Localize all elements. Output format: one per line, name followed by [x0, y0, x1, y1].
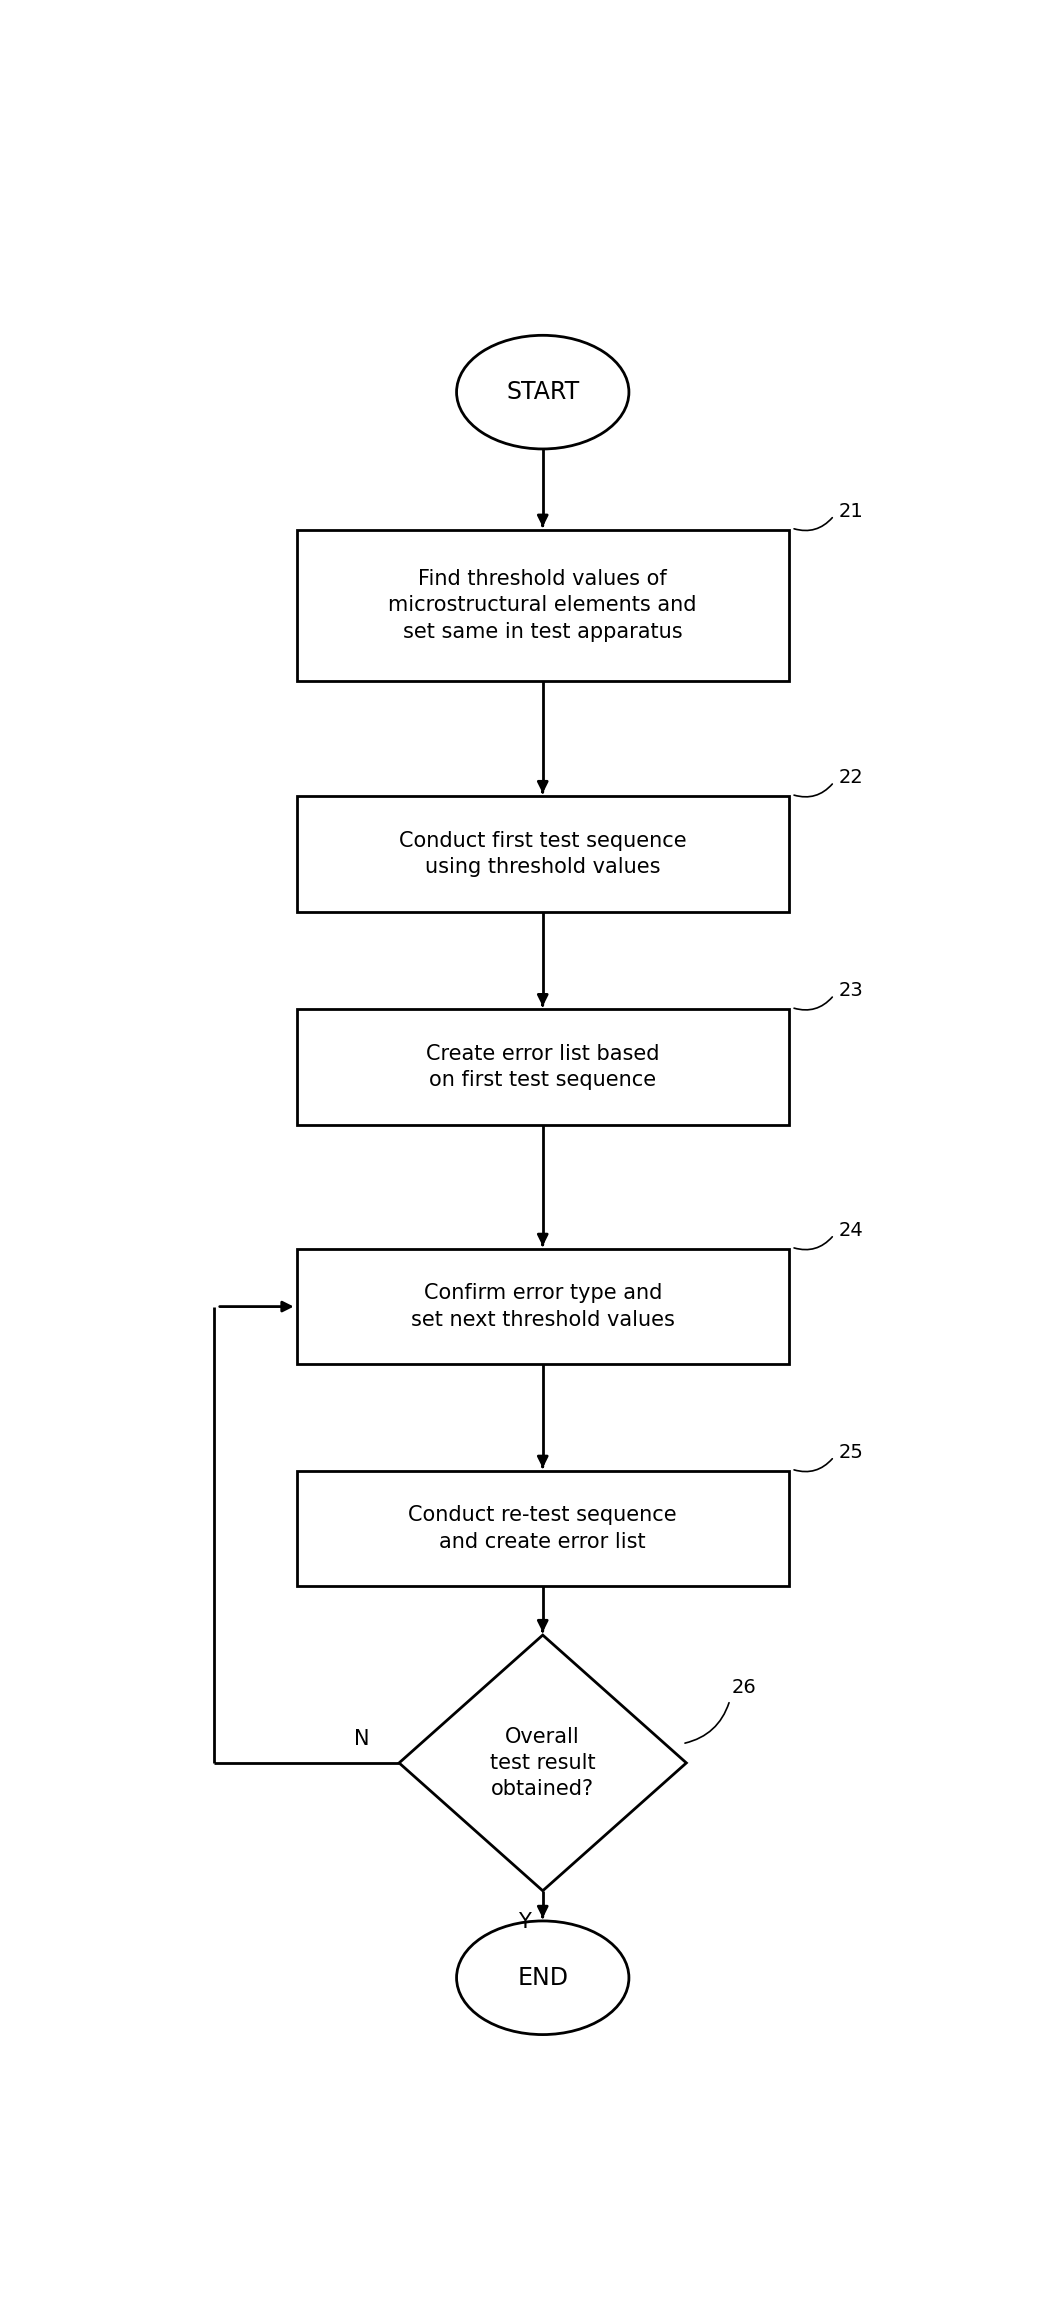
Text: START: START [506, 380, 579, 404]
Text: END: END [517, 1965, 569, 1990]
Text: Create error list based
on first test sequence: Create error list based on first test se… [426, 1045, 660, 1091]
Bar [297, 1250, 789, 1365]
Bar [297, 1010, 789, 1125]
Text: N: N [355, 1730, 370, 1748]
Text: 26: 26 [732, 1676, 756, 1697]
Text: Overall
test result
obtained?: Overall test result obtained? [490, 1727, 595, 1799]
Bar [297, 1471, 789, 1587]
Text: Find threshold values of
microstructural elements and
set same in test apparatus: Find threshold values of microstructural… [389, 570, 697, 641]
Text: 24: 24 [839, 1220, 863, 1241]
Text: 25: 25 [839, 1444, 863, 1462]
Text: Y: Y [518, 1912, 532, 1932]
Text: Confirm error type and
set next threshold values: Confirm error type and set next threshol… [411, 1284, 675, 1331]
Text: Conduct first test sequence
using threshold values: Conduct first test sequence using thresh… [399, 830, 686, 876]
Text: 21: 21 [839, 503, 863, 521]
Bar [297, 796, 789, 911]
Text: 23: 23 [839, 982, 863, 1001]
Text: Conduct re-test sequence
and create error list: Conduct re-test sequence and create erro… [409, 1506, 677, 1552]
Ellipse shape [456, 334, 629, 450]
Text: 22: 22 [839, 768, 863, 786]
Polygon shape [399, 1635, 686, 1891]
Bar [297, 530, 789, 680]
Ellipse shape [456, 1921, 629, 2034]
